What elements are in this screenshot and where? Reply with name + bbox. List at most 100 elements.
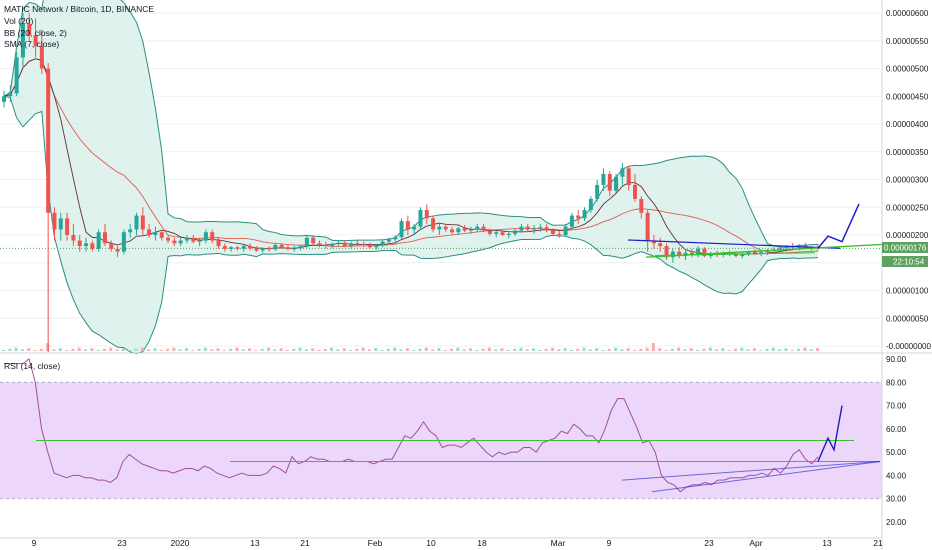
candle[interactable] — [65, 212, 70, 241]
candle[interactable] — [456, 226, 461, 235]
candle[interactable] — [658, 237, 663, 252]
candle[interactable] — [349, 241, 354, 249]
candle[interactable] — [248, 243, 253, 251]
candle[interactable] — [633, 173, 638, 202]
candle[interactable] — [525, 223, 530, 233]
candle[interactable] — [595, 179, 600, 202]
candle[interactable] — [27, 13, 32, 41]
candle[interactable] — [134, 212, 139, 235]
candle[interactable] — [532, 225, 537, 234]
candle[interactable] — [8, 85, 13, 102]
candle[interactable] — [222, 243, 227, 252]
price-support-trendline-2[interactable] — [654, 252, 816, 257]
candle[interactable] — [2, 90, 6, 108]
rsi-trend-upper[interactable] — [621, 460, 881, 481]
candle[interactable] — [279, 242, 284, 249]
candle[interactable] — [689, 248, 694, 258]
candle[interactable] — [311, 235, 316, 247]
candle[interactable] — [330, 242, 335, 249]
candle[interactable] — [267, 246, 272, 252]
candle[interactable] — [336, 240, 341, 247]
candle[interactable] — [620, 162, 625, 186]
candle[interactable] — [342, 240, 347, 248]
candle[interactable] — [52, 207, 57, 241]
candle[interactable] — [260, 247, 265, 253]
rsi-projection-path[interactable] — [817, 405, 843, 462]
candle[interactable] — [298, 244, 303, 251]
candle[interactable] — [172, 237, 177, 247]
trendlines[interactable] — [627, 203, 883, 258]
candle[interactable] — [462, 225, 467, 233]
candle[interactable] — [292, 246, 297, 252]
candle[interactable] — [39, 29, 44, 75]
candle[interactable] — [418, 207, 423, 230]
candle[interactable] — [412, 223, 417, 235]
candle[interactable] — [601, 168, 606, 191]
candle[interactable] — [405, 215, 410, 235]
candle[interactable] — [614, 173, 619, 194]
candle[interactable] — [109, 240, 114, 252]
candle[interactable] — [550, 228, 555, 237]
candle[interactable] — [20, 13, 25, 69]
candle[interactable] — [210, 229, 215, 244]
candle[interactable] — [203, 229, 208, 244]
candle[interactable] — [216, 237, 221, 249]
candle[interactable] — [90, 240, 95, 252]
candle[interactable] — [58, 212, 63, 241]
candle[interactable] — [191, 235, 196, 244]
candle[interactable] — [140, 207, 145, 235]
candle[interactable] — [285, 244, 290, 251]
candle[interactable] — [184, 235, 189, 244]
candle[interactable] — [569, 212, 574, 230]
candle[interactable] — [639, 196, 644, 219]
candle[interactable] — [33, 18, 38, 58]
candle[interactable] — [153, 226, 158, 241]
candle[interactable] — [84, 237, 89, 252]
candle[interactable] — [304, 235, 309, 249]
candle[interactable] — [273, 243, 278, 251]
candle[interactable] — [71, 223, 76, 247]
candle[interactable] — [102, 223, 107, 247]
rsi-trend-lower[interactable] — [651, 460, 881, 493]
candle[interactable] — [645, 210, 650, 252]
candle[interactable] — [254, 246, 259, 252]
candle[interactable] — [582, 207, 587, 222]
candle[interactable] — [46, 62, 51, 291]
candle[interactable] — [702, 247, 707, 258]
candle[interactable] — [576, 210, 581, 224]
candle[interactable] — [519, 223, 524, 233]
candle[interactable] — [475, 223, 480, 233]
candle[interactable] — [380, 240, 385, 248]
candle[interactable] — [14, 51, 19, 97]
candle[interactable] — [241, 244, 246, 252]
candle[interactable] — [121, 229, 126, 255]
candle[interactable] — [481, 223, 486, 233]
candle[interactable] — [563, 223, 568, 238]
candle[interactable] — [197, 237, 202, 247]
candle[interactable] — [386, 237, 391, 244]
candle[interactable] — [77, 235, 82, 252]
candle[interactable] — [468, 226, 473, 234]
candle[interactable] — [557, 230, 562, 238]
rsi-pane[interactable] — [0, 358, 882, 500]
candle[interactable] — [437, 223, 442, 235]
candle[interactable] — [147, 223, 152, 238]
candle[interactable] — [494, 230, 499, 238]
candle[interactable] — [506, 232, 511, 239]
candle[interactable] — [513, 229, 518, 237]
candle[interactable] — [424, 204, 429, 224]
candle[interactable] — [696, 246, 701, 258]
candle[interactable] — [178, 237, 183, 247]
price-projection-path[interactable] — [817, 203, 860, 249]
candle[interactable] — [361, 241, 366, 248]
candle[interactable] — [500, 229, 505, 237]
candle[interactable] — [544, 223, 549, 233]
candle[interactable] — [626, 165, 631, 191]
candle[interactable] — [664, 243, 669, 260]
candle[interactable] — [538, 223, 543, 232]
candle[interactable] — [355, 240, 360, 247]
candle[interactable] — [450, 226, 455, 235]
candle[interactable] — [166, 235, 171, 244]
candle[interactable] — [607, 171, 612, 197]
